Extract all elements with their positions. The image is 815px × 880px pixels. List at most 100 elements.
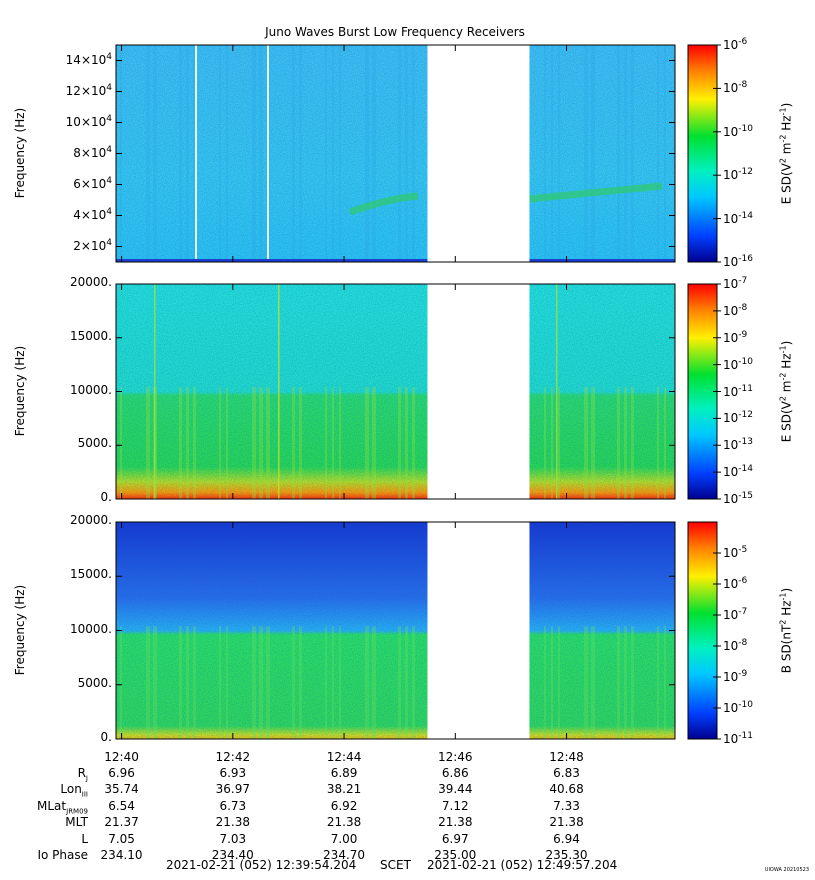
y-tick-exponent: 4: [106, 82, 112, 93]
scet-start: 2021-02-21 (052) 12:39:54.204: [166, 858, 357, 872]
streak: [292, 45, 295, 262]
ephem-value: 234.10: [100, 848, 143, 862]
streak: [259, 626, 263, 739]
colorbar-tick-exponent: -16: [738, 254, 753, 264]
streak: [325, 45, 327, 262]
colorbar-label-part: Hz: [779, 352, 794, 373]
colorbar-tick-exponent: -9: [738, 669, 748, 679]
y-tick-label: 2×104: [73, 237, 112, 253]
y-tick-exponent: 4: [106, 51, 112, 62]
streak: [186, 626, 189, 739]
ephem-value: 6.83: [553, 766, 580, 780]
streak: [259, 387, 263, 499]
data-gap: [427, 521, 530, 740]
x-tick-label: 12:44: [326, 750, 362, 764]
ephem-value: 6.97: [441, 831, 469, 846]
ephem-value: 235.30: [545, 848, 588, 862]
streak: [617, 45, 620, 262]
colorbar-tick-exponent: -5: [738, 545, 748, 555]
y-tick-label: 0.: [100, 730, 112, 744]
streak: [365, 45, 369, 262]
ephem-value: 234.70: [323, 848, 366, 862]
colorbar-label-part: -2: [778, 134, 788, 143]
x-tick-label: 12:48: [549, 750, 584, 764]
colorbar-tick-label: 10-5: [723, 545, 748, 560]
ephem-value: 21.38: [326, 815, 362, 830]
streak: [339, 626, 341, 739]
streak: [584, 45, 588, 262]
streak: [186, 45, 189, 262]
colorbar-label-part: 2: [778, 619, 788, 625]
colorbar-label: B SD(nT2 Hz-1): [779, 560, 794, 700]
streak: [405, 387, 408, 499]
streak: [398, 45, 401, 262]
colorbar-tick-exponent: -10: [738, 356, 753, 367]
streak: [179, 387, 182, 499]
y-tick-label: 15000.: [70, 328, 112, 343]
streak: [120, 387, 122, 499]
y-axis-label: Frequency (Hz): [13, 107, 27, 198]
ephem-value: 40.68: [549, 782, 584, 797]
colorbar-2: [687, 283, 721, 500]
streak: [339, 387, 341, 499]
y-tick-label: 4×104: [73, 206, 112, 222]
ephem-value: 35.74: [104, 782, 139, 797]
y-tick-label: 14×104: [65, 51, 112, 67]
streak: [153, 626, 157, 739]
streak: [412, 626, 415, 739]
streak: [624, 626, 627, 739]
ephem-value: 6.93: [219, 766, 247, 780]
y-tick-exponent: 4: [106, 113, 112, 124]
streak: [252, 387, 256, 499]
y-tick-label: 10000.: [70, 621, 112, 636]
colorbar-tick-exponent: -13: [738, 437, 753, 448]
streak: [193, 45, 196, 262]
streak: [372, 45, 376, 262]
ephem-value: 7.03: [219, 831, 247, 846]
colorbar-label-part: Hz: [779, 599, 794, 620]
colorbar-label-part: E SD(V: [779, 400, 794, 442]
colorbar-tick-exponent: -8: [738, 638, 748, 648]
streak: [657, 45, 659, 262]
streak: [405, 45, 408, 262]
streak: [372, 387, 376, 499]
spectrogram-speckle-2: [116, 284, 675, 499]
ephem-value: 7.33: [553, 798, 580, 813]
colorbar-tick-label: 10-15: [723, 491, 753, 506]
streak: [591, 45, 595, 262]
colorbar-tick-label: 10-8: [723, 80, 748, 96]
streak: [219, 45, 221, 262]
y-tick-label: 5000.: [77, 436, 112, 451]
colorbar-tick-exponent: -6: [738, 576, 748, 586]
colorbar-tick-exponent: -8: [738, 80, 748, 91]
colorbar-tick-label: 10-13: [723, 437, 753, 453]
spike-line: [556, 284, 558, 499]
streak: [332, 387, 334, 499]
streak: [186, 387, 189, 499]
colorbar-tick-exponent: -7: [738, 607, 748, 617]
streak: [299, 626, 302, 739]
colorbar-tick-exponent: -10: [738, 700, 753, 710]
ephem-value: 7.12: [441, 798, 469, 813]
ephem-row-label: Io Phase: [37, 848, 88, 862]
ephem-row-label: MLatJRM09: [37, 798, 88, 816]
streak: [544, 626, 546, 739]
streak: [544, 45, 546, 262]
streak: [252, 45, 256, 262]
colorbar-tick-label: 10-12: [723, 167, 753, 183]
data-gap: [427, 283, 530, 500]
colorbar-tick-label: 10-16: [723, 254, 753, 269]
streak: [146, 626, 150, 739]
spike-line: [278, 284, 280, 499]
colorbar-tick-label: 10-6: [723, 37, 748, 52]
colorbar-tick-label: 10-6: [723, 576, 748, 591]
streak: [292, 626, 295, 739]
streak: [617, 387, 620, 499]
streak: [193, 626, 196, 739]
x-tick-label: 12:40: [104, 750, 139, 764]
streak: [624, 387, 627, 499]
ephem-value: 6.96: [108, 766, 135, 780]
streak: [558, 626, 560, 739]
colorbar-label-part: -2: [778, 372, 788, 381]
